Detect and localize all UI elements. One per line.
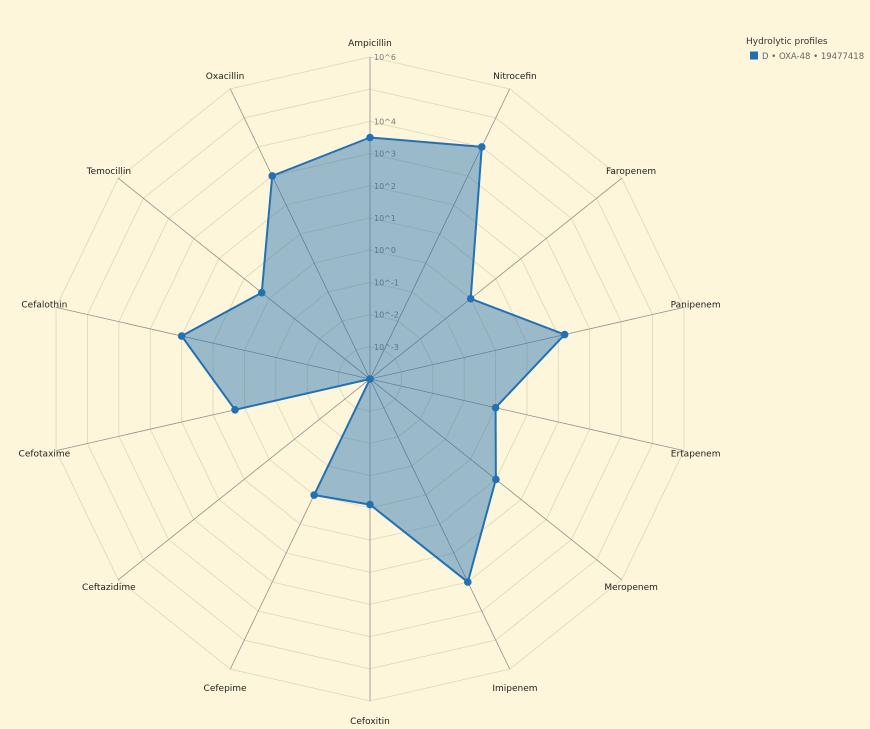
legend-entry-label[interactable]: D • OXA-48 • 19477418 xyxy=(762,52,864,62)
radial-tick-label: 10^6 xyxy=(374,53,396,62)
data-point[interactable] xyxy=(366,375,374,383)
data-point[interactable] xyxy=(268,172,277,180)
axis-label: Ceftazidime xyxy=(82,583,136,593)
axis-label: Faropenem xyxy=(606,167,656,177)
axis-spoke xyxy=(55,306,371,380)
axis-label: Imipenem xyxy=(492,684,537,694)
axis-spoke xyxy=(229,88,371,380)
radial-tick-label: 10^-2 xyxy=(374,311,399,320)
axis-label: Cefalothin xyxy=(21,301,67,311)
axis-label: Cefepime xyxy=(204,684,248,694)
axis-labels: Ampicillin Nitrocefin Faropenem Panipenem Er… xyxy=(19,39,721,727)
axis-label: Panipenem xyxy=(671,301,721,311)
data-point[interactable] xyxy=(492,475,500,484)
data-point[interactable] xyxy=(463,578,472,586)
radial-tick-label: 10^0 xyxy=(374,246,396,255)
radial-tick-label: 10^2 xyxy=(374,182,396,191)
axis-label: Cefotaxime xyxy=(19,449,71,459)
data-point[interactable] xyxy=(366,500,374,509)
data-point[interactable] xyxy=(177,332,186,340)
data-point[interactable] xyxy=(310,491,318,499)
axis-spoke xyxy=(369,306,685,380)
axis-spoke xyxy=(118,378,371,581)
legend-swatch[interactable] xyxy=(750,51,758,60)
data-point[interactable] xyxy=(491,403,500,412)
axis-label: Oxacillin xyxy=(206,72,245,82)
axis-label: Ertapenem xyxy=(671,449,721,459)
axis-label: Ampicillin xyxy=(348,39,392,49)
axis-spoke xyxy=(369,177,622,380)
axis-spoke xyxy=(118,177,371,380)
axis-label: Temocillin xyxy=(86,167,131,177)
data-point[interactable] xyxy=(366,133,374,142)
data-point[interactable] xyxy=(477,143,486,151)
axis-spoke xyxy=(369,378,685,452)
data-point[interactable] xyxy=(560,330,569,339)
axis-label: Nitrocefin xyxy=(493,72,537,82)
radial-tick-label: 10^3 xyxy=(374,150,396,159)
radial-tick-label: 10^4 xyxy=(374,117,396,126)
axis-spoke xyxy=(369,378,511,670)
radial-tick-label: 10^1 xyxy=(374,214,396,223)
radial-tick-labels: 10^-3 10^-2 10^-1 10^0 10^1 10^2 10^3 10^4 10^6 xyxy=(374,53,399,352)
data-point[interactable] xyxy=(231,406,239,414)
axis-label: Meropenem xyxy=(604,583,658,593)
data-point[interactable] xyxy=(257,288,266,297)
axis-spoke xyxy=(369,88,511,380)
radial-tick-label: 10^-1 xyxy=(374,278,399,287)
axis-label: Cefoxitin xyxy=(350,717,390,727)
radar-series xyxy=(177,133,569,586)
radar-axes xyxy=(55,57,685,701)
data-point[interactable] xyxy=(466,294,475,303)
legend-title: Hydrolytic profiles xyxy=(746,37,828,47)
radial-tick-label: 10^-3 xyxy=(374,343,399,352)
legend: Hydrolytic profiles D • OXA-48 • 1947741… xyxy=(746,37,864,62)
